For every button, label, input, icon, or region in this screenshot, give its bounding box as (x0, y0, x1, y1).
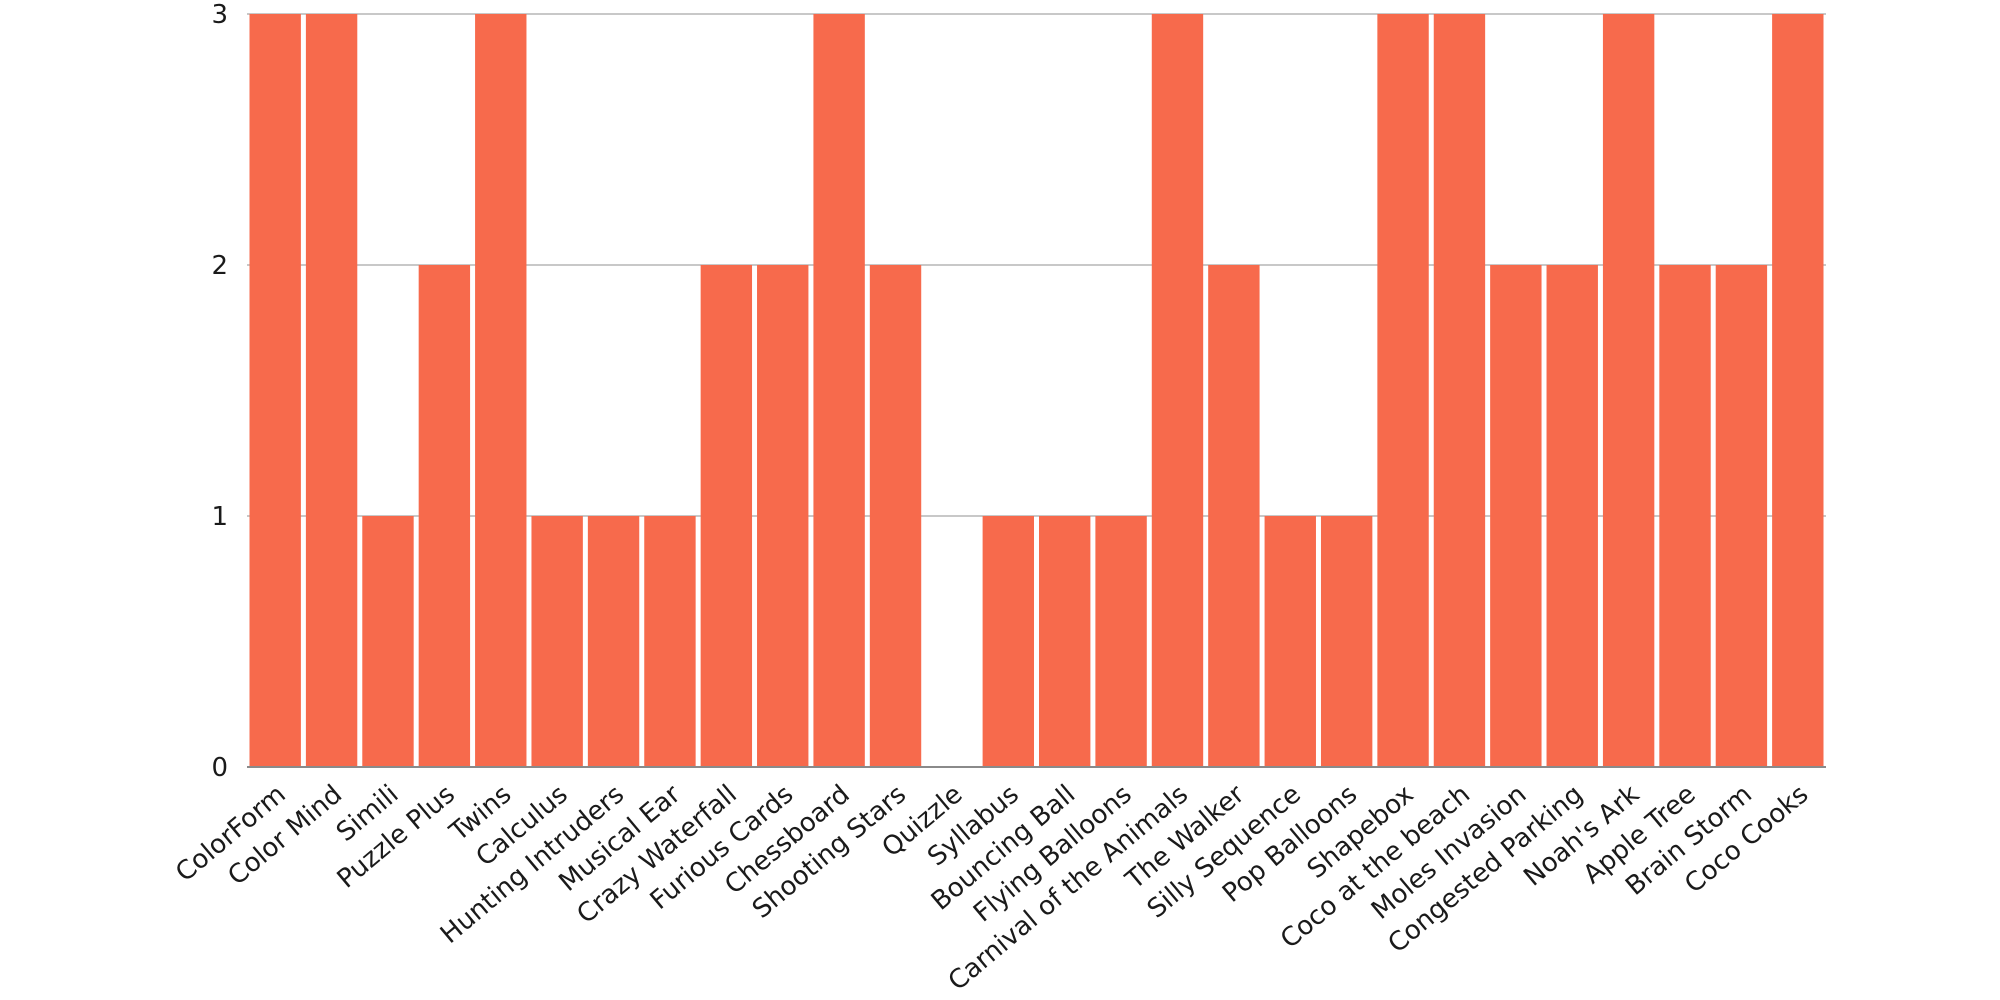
bar (1095, 516, 1147, 767)
bar (757, 265, 809, 767)
bar (700, 265, 753, 767)
bar (418, 265, 471, 767)
bar (587, 516, 640, 767)
bar (1264, 516, 1316, 767)
y-axis-ticks: 0 1 2 3 (211, 0, 228, 783)
bar (305, 14, 358, 767)
bars-layer (249, 14, 1824, 767)
y-tick-label: 3 (211, 0, 228, 30)
bar (362, 516, 414, 767)
bar (982, 516, 1034, 767)
y-tick-label: 0 (211, 753, 228, 783)
bar (1546, 265, 1598, 767)
bar (1659, 265, 1711, 767)
bar (1715, 265, 1768, 767)
bar (1320, 516, 1373, 767)
bar (1151, 14, 1204, 767)
bar (1772, 14, 1824, 767)
bar (1039, 516, 1091, 767)
bar (1433, 14, 1486, 767)
bar (1377, 14, 1429, 767)
bar (249, 14, 301, 767)
y-tick-label: 2 (211, 251, 228, 281)
y-tick-label: 1 (211, 502, 228, 532)
bar (475, 14, 527, 767)
bar (1490, 265, 1542, 767)
bar (1208, 265, 1260, 767)
bar (644, 516, 696, 767)
bar (869, 265, 922, 767)
bar (1602, 14, 1655, 767)
bar (813, 14, 865, 767)
bar (531, 516, 583, 767)
